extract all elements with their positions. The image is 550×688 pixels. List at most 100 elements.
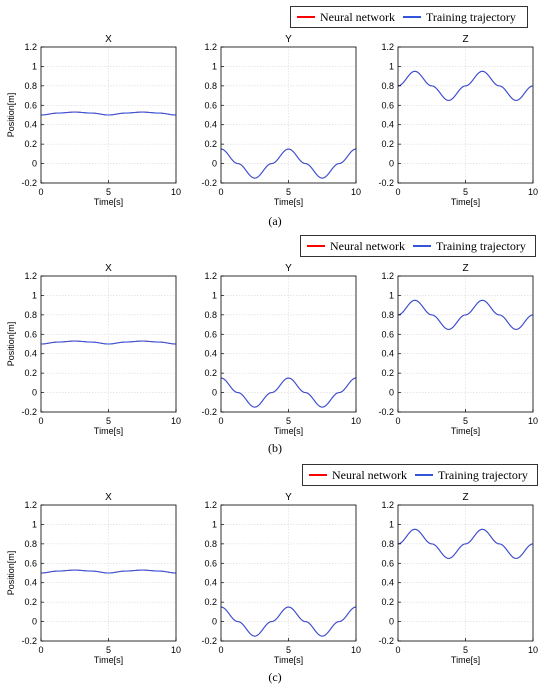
y-tick-label: 0.6 <box>24 100 37 110</box>
figure-panel-b: Neural network Training trajectory -0.2 0… <box>0 229 550 458</box>
y-tick-label: 1.2 <box>24 500 37 510</box>
legend-entry-neural-network: Neural network <box>309 468 407 483</box>
subplot-title: Z <box>462 263 468 274</box>
y-tick-label: 0 <box>389 617 394 627</box>
y-tick-label: 0.2 <box>381 597 394 607</box>
x-tick-label: 10 <box>528 187 538 197</box>
legend: Neural network Training trajectory <box>300 235 536 257</box>
y-tick-label: 0 <box>212 159 217 169</box>
x-tick-label: 0 <box>38 187 43 197</box>
y-tick-label: 1 <box>212 519 217 529</box>
legend: Neural network Training trajectory <box>290 6 528 28</box>
y-tick-label: 0.4 <box>24 578 37 588</box>
x-axis-label: Time[s] <box>451 426 480 436</box>
y-tick-label: 1 <box>32 290 37 300</box>
y-tick-label: 0 <box>32 388 37 398</box>
x-axis-label: Time[s] <box>451 197 480 207</box>
y-tick-label: 0.6 <box>381 558 394 568</box>
legend-entry-neural-network: Neural network <box>307 239 405 254</box>
x-axis-label: Time[s] <box>274 655 303 665</box>
y-tick-label: 1 <box>389 519 394 529</box>
series-line-training-trajectory <box>220 148 357 179</box>
subplot-title: X <box>105 263 112 274</box>
y-tick-label: 0.2 <box>204 139 217 149</box>
y-tick-label: 1 <box>32 519 37 529</box>
x-tick-label: 0 <box>38 645 43 655</box>
y-tick-label: 0.8 <box>204 310 217 320</box>
series-line-training-trajectory <box>397 528 534 559</box>
legend-label-training-trajectory: Training trajectory <box>425 9 516 24</box>
subplot-x: -0.200.20.40.60.811.20 5 10XTime[s]Positio… <box>6 34 181 207</box>
x-tick-label: 5 <box>106 416 111 426</box>
legend-swatch-neural-network <box>307 245 325 247</box>
chart-panel-c: -0.200.20.40.60.811.20 5 10XTime[s]Positio… <box>6 492 538 665</box>
y-tick-label: 0 <box>212 388 217 398</box>
series-line-training-trajectory <box>220 377 357 408</box>
plot-frame <box>220 46 357 184</box>
y-tick-label: 1.2 <box>381 271 394 281</box>
x-tick-label: 10 <box>351 187 361 197</box>
x-tick-label: 10 <box>171 645 181 655</box>
y-tick-label: 0.8 <box>381 539 394 549</box>
y-tick-label: 0.8 <box>204 81 217 91</box>
subplot-x: -0.200.20.40.60.811.20 5 10XTime[s]Positio… <box>6 492 181 665</box>
legend-label-neural-network: Neural network <box>320 9 395 24</box>
y-tick-label: 0.4 <box>204 120 217 130</box>
y-tick-label: 0 <box>32 159 37 169</box>
x-tick-label: 10 <box>528 416 538 426</box>
y-tick-label: 0.4 <box>381 578 394 588</box>
y-tick-label: 1.2 <box>204 271 217 281</box>
y-tick-label: 0.6 <box>24 329 37 339</box>
subplot-x: -0.200.20.40.60.811.20 5 10XTime[s]Positio… <box>6 263 181 436</box>
x-tick-label: 10 <box>171 416 181 426</box>
y-tick-label: 0.4 <box>24 120 37 130</box>
subplot-title: Z <box>462 492 468 503</box>
y-tick-label: 0.8 <box>24 81 37 91</box>
y-tick-label: 1.2 <box>204 500 217 510</box>
y-tick-label: 1.2 <box>381 500 394 510</box>
x-tick-label: 5 <box>106 187 111 197</box>
chart-panel-a: -0.200.20.40.60.811.20 5 10XTime[s]Positio… <box>6 34 538 207</box>
x-tick-label: 5 <box>463 416 468 426</box>
x-tick-label: 10 <box>351 416 361 426</box>
y-tick-label: 0.6 <box>381 329 394 339</box>
legend-label-training-trajectory: Training trajectory <box>435 238 526 253</box>
y-tick-label: 0.8 <box>24 539 37 549</box>
x-axis-label: Time[s] <box>94 197 123 207</box>
x-tick-label: 0 <box>38 416 43 426</box>
y-axis-label: Position[m] <box>6 93 16 138</box>
y-tick-label: 0.2 <box>204 597 217 607</box>
legend-entry-training-trajectory: Training trajectory <box>414 467 528 483</box>
y-tick-label: 0.6 <box>24 558 37 568</box>
y-tick-label: -0.2 <box>21 407 37 417</box>
y-tick-label: 0.2 <box>24 597 37 607</box>
x-tick-label: 0 <box>218 416 223 426</box>
plot-frame <box>220 504 357 642</box>
panel-caption: (a) <box>268 214 282 228</box>
subplot-title: Y <box>285 492 292 503</box>
legend-label-neural-network: Neural network <box>330 238 405 253</box>
x-tick-label: 10 <box>351 645 361 655</box>
series-line-training-trajectory <box>40 569 177 574</box>
legend-label-neural-network: Neural network <box>332 467 407 482</box>
y-tick-label: 0.2 <box>204 368 217 378</box>
x-tick-label: 10 <box>528 645 538 655</box>
chart-panel-b: -0.200.20.40.60.811.20 5 10XTime[s]Positio… <box>6 263 538 436</box>
plot-frame <box>397 46 534 184</box>
y-tick-label: 0.2 <box>24 139 37 149</box>
y-tick-label: 1 <box>389 290 394 300</box>
plot-frame <box>397 275 534 413</box>
y-tick-label: 0.2 <box>381 368 394 378</box>
y-tick-label: -0.2 <box>201 407 217 417</box>
y-tick-label: 1.2 <box>381 42 394 52</box>
legend-label-training-trajectory: Training trajectory <box>437 467 528 482</box>
x-axis-label: Time[s] <box>274 426 303 436</box>
y-tick-label: 0.6 <box>204 558 217 568</box>
y-tick-label: 0.6 <box>381 100 394 110</box>
y-tick-label: 1 <box>212 290 217 300</box>
y-tick-label: 0 <box>212 617 217 627</box>
legend-swatch-training-trajectory <box>402 16 421 18</box>
subplot-title: Y <box>285 263 292 274</box>
y-tick-label: 0 <box>389 388 394 398</box>
